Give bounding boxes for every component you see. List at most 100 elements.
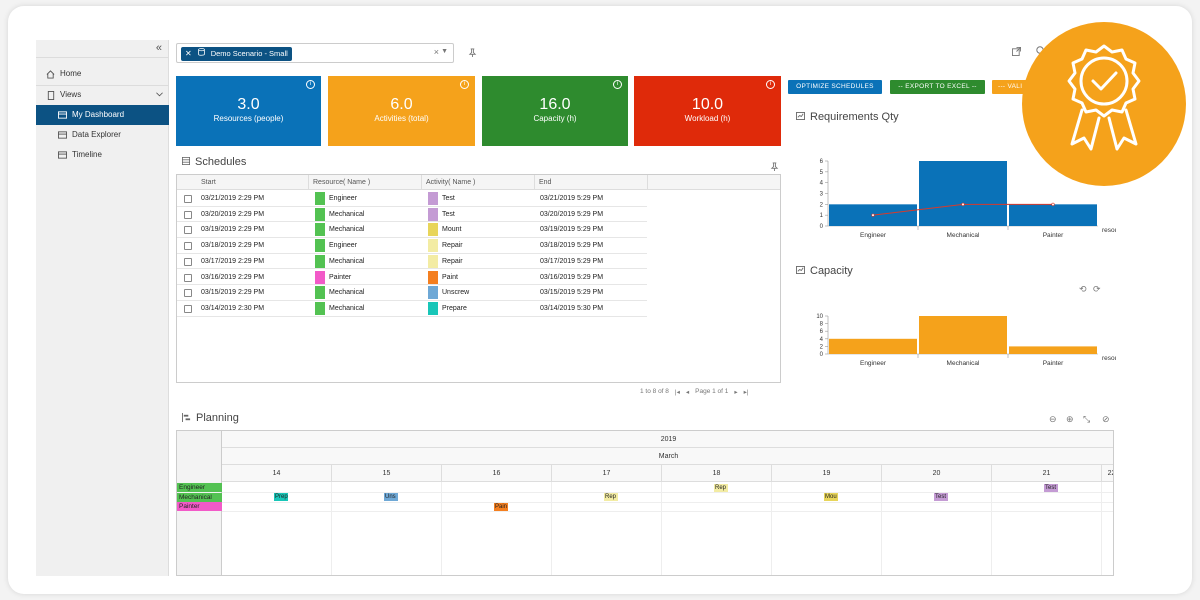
- capacity-chart: 0 24 68 10 Engineer Mechanical Painter resourc: [796, 308, 1118, 370]
- table-pager: 1 to 8 of 8 |◂ ◂ Page 1 of 1 ▸ ▸|: [640, 388, 749, 396]
- schedules-table: Start Resource( Name ) Activity( Name ) …: [176, 174, 781, 383]
- column-header-end[interactable]: End: [535, 175, 648, 190]
- open-external-icon[interactable]: [1012, 47, 1021, 58]
- cell-start: 03/21/2019 2:29 PM: [201, 195, 265, 202]
- app-window: « Home Views: [36, 40, 1118, 576]
- gantt-day-header: 16: [442, 465, 552, 482]
- cell-end: 03/21/2019 5:29 PM: [540, 195, 604, 202]
- kpi-tile-resources: i 3.0 Resources (people): [176, 76, 321, 146]
- row-checkbox[interactable]: [184, 195, 192, 203]
- resource-color-swatch: [315, 270, 325, 284]
- column-header-resource[interactable]: Resource( Name ): [309, 175, 422, 190]
- row-checkbox[interactable]: [184, 304, 192, 313]
- info-icon[interactable]: i: [766, 80, 775, 89]
- chart-icon: [796, 112, 805, 122]
- collapse-sidebar-icon[interactable]: «: [155, 42, 162, 54]
- activity-color-swatch: [428, 286, 438, 300]
- table-row[interactable]: 03/17/2019 2:29 PM Mechanical Repair 03/17/…: [177, 254, 647, 270]
- file-icon: [46, 90, 55, 100]
- table-row[interactable]: 03/15/2019 2:29 PM Mechanical Unscrew 03/15…: [177, 285, 647, 301]
- gantt-day-header: 17: [552, 465, 662, 482]
- y-tick-label: 3: [820, 192, 824, 198]
- sidebar-item-views[interactable]: Views: [36, 85, 169, 105]
- y-tick-label: 4: [820, 337, 824, 343]
- scenario-chip[interactable]: ✕ Demo Scenario - Small: [181, 47, 292, 61]
- scenario-select[interactable]: ✕ Demo Scenario - Small × ▼: [176, 43, 454, 63]
- info-icon[interactable]: i: [613, 80, 622, 89]
- remove-chip-icon[interactable]: ✕: [185, 49, 192, 58]
- row-checkbox[interactable]: [184, 210, 192, 219]
- schedules-title: Schedules: [182, 156, 246, 168]
- optimize-schedules-button[interactable]: OPTIMIZE SCHEDULES: [788, 80, 882, 94]
- kpi-tile-capacity: i 16.0 Capacity (h): [482, 76, 628, 146]
- cell-activity: Paint: [442, 273, 458, 281]
- collapse-icon[interactable]: ⤡: [1083, 414, 1091, 424]
- info-icon[interactable]: i: [306, 80, 315, 89]
- prev-page-icon[interactable]: ◂: [685, 389, 690, 396]
- y-tick-label: 1: [820, 213, 824, 219]
- row-checkbox[interactable]: [184, 257, 192, 266]
- clear-icon[interactable]: ×: [433, 47, 439, 57]
- pin-icon[interactable]: [770, 159, 779, 177]
- screenshot-card: « Home Views: [8, 6, 1192, 594]
- dashboard-icon: [58, 111, 67, 120]
- gantt-gridline: [991, 482, 992, 575]
- next-page-icon[interactable]: ▸: [734, 389, 738, 396]
- export-to-excel-button[interactable]: -- EXPORT TO EXCEL --: [890, 80, 985, 94]
- pin-icon[interactable]: [468, 48, 477, 60]
- gantt-task-bar[interactable]: Rep: [604, 493, 618, 501]
- reset-zoom-icon[interactable]: ⟳: [1093, 284, 1101, 294]
- gantt-task-bar[interactable]: Mou: [824, 493, 838, 501]
- column-header-start[interactable]: Start: [197, 175, 309, 190]
- gantt-task-bar[interactable]: Uns: [384, 493, 398, 501]
- row-checkbox[interactable]: [184, 242, 192, 251]
- bar: [1009, 346, 1097, 354]
- table-row[interactable]: 03/14/2019 2:30 PM Mechanical Prepare 03/14…: [177, 301, 647, 317]
- capacity-chart-title: Capacity: [796, 265, 853, 277]
- sidebar-item-timeline[interactable]: Timeline: [36, 145, 169, 165]
- y-tick-label: 2: [820, 344, 824, 350]
- undo-zoom-icon[interactable]: ⟲: [1079, 284, 1087, 294]
- column-header-activity[interactable]: Activity( Name ): [422, 175, 535, 190]
- gantt-gridline: [661, 482, 662, 575]
- table-row[interactable]: 03/20/2019 2:29 PM Mechanical Test 03/20/20…: [177, 207, 647, 223]
- sidebar-item-my-dashboard[interactable]: My Dashboard: [36, 105, 169, 125]
- table-row[interactable]: 03/18/2019 2:29 PM Engineer Repair 03/18/20…: [177, 238, 647, 254]
- table-row[interactable]: 03/21/2019 2:29 PM Engineer Test 03/21/2019…: [177, 191, 647, 207]
- cell-resource: Mechanical: [329, 226, 365, 234]
- last-page-icon[interactable]: ▸|: [743, 389, 749, 396]
- gantt-task-bar[interactable]: Test: [934, 493, 948, 501]
- gantt-task-bar[interactable]: Rep: [714, 483, 728, 492]
- sidebar-item-home[interactable]: Home: [36, 64, 169, 84]
- bar: [919, 161, 1007, 226]
- row-checkbox[interactable]: [184, 273, 192, 282]
- row-checkbox[interactable]: [184, 226, 192, 235]
- info-icon[interactable]: i: [460, 80, 469, 89]
- zoom-in-icon[interactable]: ⊕: [1066, 414, 1074, 424]
- caret-down-icon[interactable]: ▼: [441, 48, 448, 55]
- chevron-down-icon[interactable]: [156, 85, 163, 105]
- table-row[interactable]: 03/16/2019 2:29 PM Painter Paint 03/16/2019…: [177, 270, 647, 286]
- row-checkbox[interactable]: [184, 289, 192, 298]
- line-point: [1051, 202, 1055, 206]
- table-row[interactable]: 03/19/2019 2:29 PM Mechanical Mount 03/19/2…: [177, 222, 647, 239]
- clear-filter-icon[interactable]: ⊘: [1102, 414, 1110, 424]
- resource-color-swatch: [315, 192, 325, 205]
- gantt-task-bar[interactable]: Test: [1044, 483, 1058, 492]
- x-tick-label: Painter: [1043, 360, 1064, 367]
- activity-color-swatch: [428, 301, 438, 315]
- cell-start: 03/20/2019 2:29 PM: [201, 210, 265, 218]
- resource-color-swatch: [315, 223, 325, 237]
- gantt-gridline: [1101, 482, 1102, 575]
- cell-end: 03/16/2019 5:29 PM: [540, 273, 604, 281]
- sidebar-item-label: Timeline: [72, 150, 102, 159]
- sidebar-item-data-explorer[interactable]: Data Explorer: [36, 125, 169, 145]
- zoom-out-icon[interactable]: ⊖: [1049, 414, 1057, 424]
- gantt-gridline: [771, 482, 772, 575]
- cell-start: 03/14/2019 2:30 PM: [201, 304, 265, 312]
- gantt-task-bar[interactable]: Prep: [274, 493, 288, 501]
- first-page-icon[interactable]: |◂: [674, 389, 680, 396]
- chart-title-text: Capacity: [810, 265, 853, 277]
- gantt-task-bar[interactable]: Pain: [494, 502, 508, 511]
- activity-color-swatch: [428, 207, 438, 221]
